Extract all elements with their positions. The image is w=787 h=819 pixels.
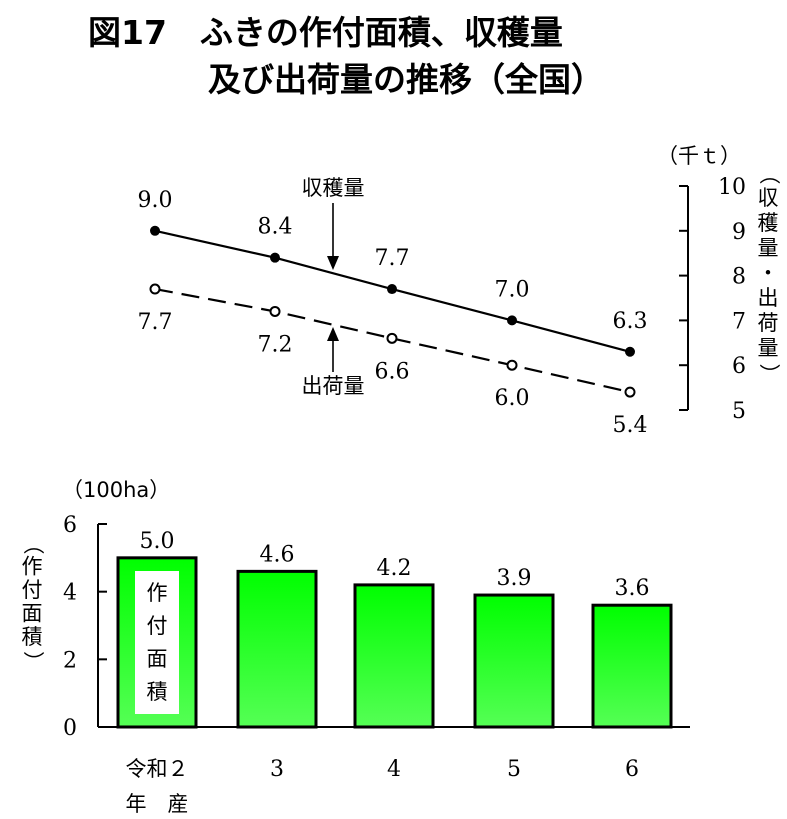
svg-text:荷: 荷: [758, 311, 779, 335]
bar-value-label: 5.0: [140, 529, 175, 554]
line-y-title-char: 出: [758, 286, 779, 310]
bar-value-label: 3.9: [497, 566, 532, 591]
shipment-value-label: 6.0: [495, 386, 530, 411]
x-category-label: 5: [507, 757, 521, 782]
line-y-title-char: （: [757, 164, 781, 185]
line-y-axis: 5 6 7 8 9 10: [679, 175, 746, 424]
harvest-value-label: 6.3: [613, 309, 648, 334]
svg-text:）: ）: [21, 651, 45, 672]
line-series: 9.0 8.4 7.7 7.0 6.3 7.7 7.2 6.6 6.0 5.4: [138, 188, 648, 438]
svg-text:面: 面: [22, 602, 43, 626]
svg-text:量: 量: [758, 336, 779, 360]
harvest-point: [625, 346, 635, 357]
line-y-title-char: ・: [758, 261, 779, 285]
bar-y-title-char: （: [21, 534, 45, 555]
line-y-title-char: 収: [758, 186, 779, 210]
line-y-title-char: 穫: [758, 211, 779, 235]
inbar-label-char: 付: [147, 614, 168, 638]
harvest-value-label: 7.7: [375, 246, 410, 271]
x-category-label: 3: [270, 757, 284, 782]
x-category-label: 令和２: [126, 757, 189, 781]
bar-y-title-char: 付: [22, 578, 43, 602]
shipment-point: [624, 386, 636, 398]
bar-y-title-char: 作: [22, 555, 43, 579]
harvest-point: [387, 284, 397, 295]
harvest-arrowhead: [327, 256, 339, 270]
shipment-value-label: 7.7: [138, 310, 173, 335]
x-category-label: 6: [625, 757, 639, 782]
bar: [591, 603, 673, 729]
x-axis-labels: 令和２ 年 産 3 4 5 6: [126, 757, 640, 816]
harvest-value-label: 7.0: [495, 277, 530, 302]
line-y-tick-label: 6: [732, 354, 746, 379]
inbar-label-box: [135, 571, 179, 714]
svg-text:（: （: [21, 534, 45, 555]
shipment-value-label: 7.2: [258, 332, 293, 357]
harvest-point: [150, 225, 160, 236]
shipment-point: [149, 283, 161, 295]
harvest-point: [507, 315, 517, 326]
bar-y-title-char: 積: [22, 625, 43, 649]
harvest-value-label: 8.4: [258, 215, 293, 240]
svg-text:出: 出: [758, 286, 779, 310]
shipment-arrowhead: [327, 327, 339, 341]
svg-text:収: 収: [758, 186, 779, 210]
bar-y-tick-label: 6: [63, 513, 77, 538]
bar: [236, 569, 318, 729]
shipment-point: [269, 305, 281, 317]
line-y-tick-label: 8: [732, 265, 746, 290]
bar-y-title-char: ）: [21, 651, 45, 672]
line-y-tick-label: 10: [718, 175, 746, 200]
harvest-point: [270, 252, 280, 263]
line-y-title-char: 荷: [758, 311, 779, 335]
shipment-point: [506, 359, 518, 371]
harvest-annotation: 収穫量: [302, 176, 365, 200]
svg-text:付: 付: [22, 578, 43, 602]
bar-y-title-char: 面: [22, 602, 43, 626]
harvest-value-label: 9.0: [138, 188, 173, 213]
bar: [473, 593, 555, 729]
chart-title-line2: 及び出荷量の推移（全国）: [208, 60, 604, 99]
chart-title-line1: 図17 ふきの作付面積、収穫量: [88, 13, 563, 52]
shipment-annotation: 出荷量: [302, 374, 365, 398]
svg-text:穫: 穫: [758, 211, 779, 235]
bar-value-label: 4.2: [377, 556, 412, 581]
inbar-label-char: 作: [147, 581, 168, 605]
x-category-label: 4: [387, 757, 401, 782]
line-y-title-char: 量: [758, 236, 779, 260]
bar-chart-unit: （100ha）: [62, 478, 170, 502]
line-y-tick-label: 7: [732, 309, 746, 334]
svg-text:（: （: [757, 164, 781, 185]
bar: [353, 583, 435, 729]
line-y-title-char: 量: [758, 336, 779, 360]
line-y-axis-title: （収穫量・出荷量）: [757, 164, 781, 385]
x-category-label: 年 産: [126, 792, 189, 816]
svg-text:量: 量: [758, 236, 779, 260]
line-y-tick-label: 9: [732, 220, 746, 245]
bar-value-label: 4.6: [260, 542, 295, 567]
bar-y-axis-title: （作付面積）: [21, 534, 45, 673]
bar-y-tick-label: 4: [63, 581, 77, 606]
svg-text:積: 積: [22, 625, 43, 649]
shipment-value-label: 6.6: [375, 359, 410, 384]
shipment-line: [154, 287, 631, 394]
svg-text:）: ）: [757, 364, 781, 385]
bar-y-tick-label: 2: [63, 648, 77, 673]
line-y-title-char: ）: [757, 364, 781, 385]
svg-text:作: 作: [22, 555, 43, 579]
inbar-label-char: 積: [147, 680, 168, 704]
inbar-label-char: 面: [147, 647, 168, 671]
svg-text:・: ・: [758, 261, 779, 285]
shipment-point: [386, 332, 398, 344]
bar-value-label: 3.6: [615, 576, 650, 601]
bar-y-tick-label: 0: [63, 716, 77, 741]
shipment-value-label: 5.4: [613, 413, 648, 438]
line-chart-unit: （千ｔ）: [657, 144, 741, 168]
bars: 5.0 4.6 4.2 3.9 3.6 作付面積: [116, 529, 673, 729]
line-y-tick-label: 5: [732, 399, 746, 424]
